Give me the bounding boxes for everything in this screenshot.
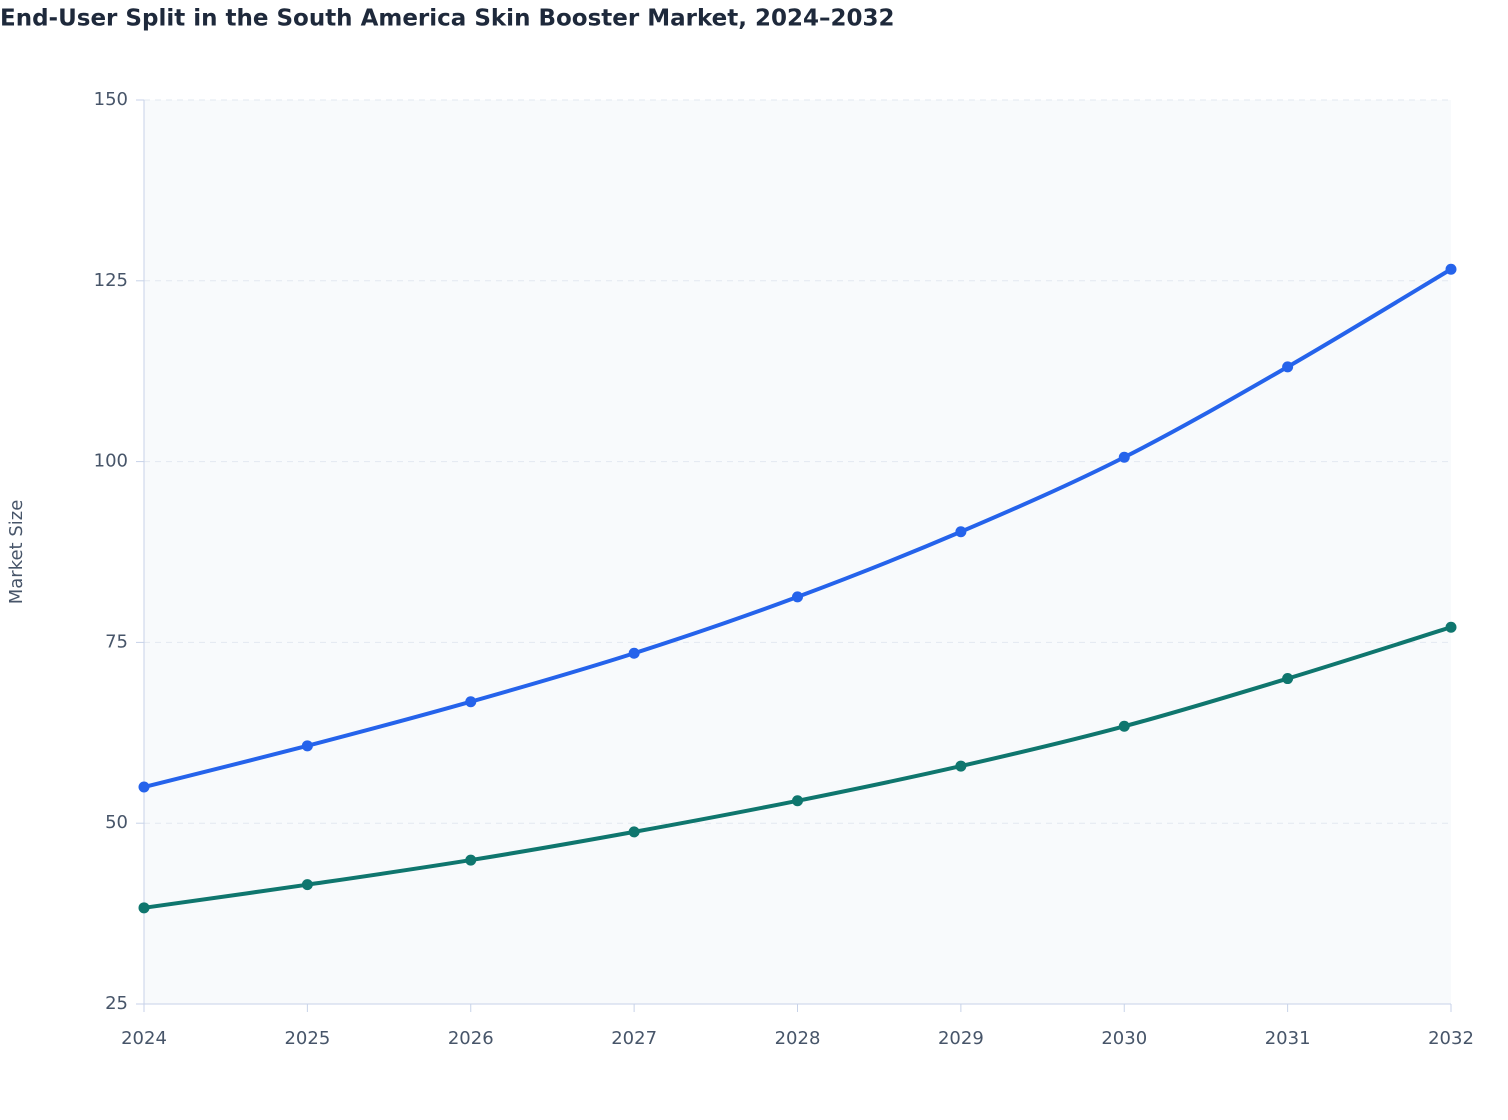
y-tick-label: 75 <box>105 631 128 652</box>
data-point <box>1118 451 1130 463</box>
y-tick-label: 50 <box>105 812 128 833</box>
data-point <box>138 902 150 914</box>
chart-title: End-User Split in the South America Skin… <box>0 6 895 32</box>
y-tick-label: 150 <box>94 89 128 110</box>
y-tick-label: 25 <box>105 993 128 1014</box>
data-point <box>1445 263 1457 275</box>
data-point <box>301 879 313 891</box>
data-point <box>1445 621 1457 633</box>
x-tick-label: 2032 <box>1428 1028 1474 1049</box>
x-tick-label: 2031 <box>1265 1028 1311 1049</box>
data-point <box>955 526 967 538</box>
y-tick-label: 100 <box>94 451 128 472</box>
data-point <box>465 696 477 708</box>
y-tick-label: 125 <box>94 270 128 291</box>
data-point <box>628 647 640 659</box>
plot-area <box>144 100 1451 1004</box>
data-point <box>138 781 150 793</box>
x-tick-label: 2030 <box>1101 1028 1147 1049</box>
x-tick-label: 2025 <box>284 1028 330 1049</box>
x-tick-label: 2027 <box>611 1028 657 1049</box>
data-point <box>1282 361 1294 373</box>
data-point <box>792 795 803 807</box>
x-tick-label: 2026 <box>448 1028 494 1049</box>
data-point <box>628 826 640 838</box>
x-tick-label: 2029 <box>938 1028 984 1049</box>
x-tick-label: 2024 <box>121 1028 167 1049</box>
data-point <box>301 740 313 752</box>
data-point <box>465 854 477 866</box>
data-point <box>792 591 803 603</box>
data-point <box>955 760 967 772</box>
data-point <box>1118 720 1130 732</box>
data-point <box>1282 673 1294 685</box>
x-tick-label: 2028 <box>775 1028 821 1049</box>
y-axis-label: Market Size <box>6 500 27 605</box>
